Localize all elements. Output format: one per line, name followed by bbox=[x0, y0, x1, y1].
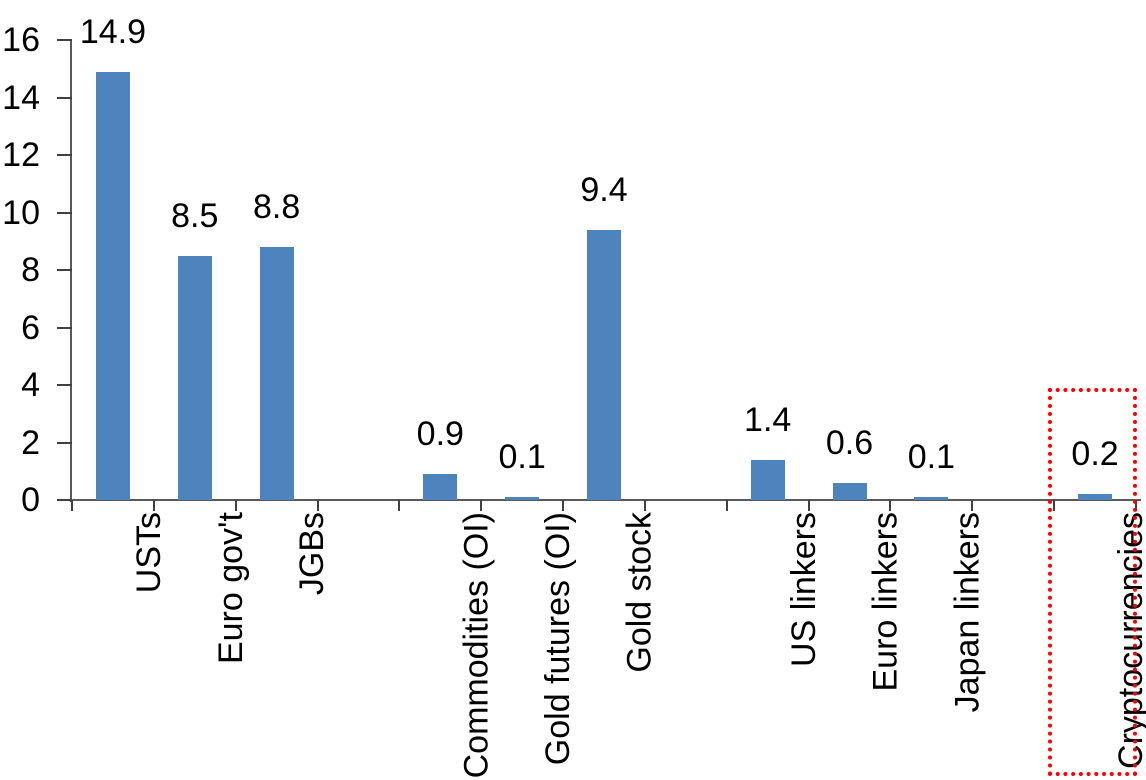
x-axis-tick bbox=[643, 500, 646, 511]
bar-us-linkers bbox=[750, 459, 785, 500]
y-axis-tick-label: 4 bbox=[21, 366, 40, 404]
x-axis-line bbox=[70, 499, 1141, 501]
category-label-text: Euro linkers bbox=[866, 512, 905, 692]
x-axis-tick bbox=[480, 500, 483, 511]
y-axis-tick-label: 14 bbox=[2, 78, 40, 117]
bar-gold-futures-oi bbox=[505, 497, 540, 500]
y-axis-tick bbox=[57, 269, 72, 271]
x-axis-tick bbox=[725, 500, 728, 511]
x-axis-tick bbox=[398, 500, 401, 511]
bar-value-label-gold-stock: 9.4 bbox=[580, 170, 628, 209]
bar-usts bbox=[95, 71, 130, 500]
y-axis-tick-label: 8 bbox=[21, 251, 40, 289]
bar-value-label-us-linkers: 1.4 bbox=[744, 400, 792, 439]
bar-value-label-cryptocurrencies: 0.2 bbox=[1071, 435, 1119, 474]
x-axis-tick bbox=[316, 500, 319, 511]
y-axis-tick-label: 16 bbox=[2, 21, 40, 59]
y-axis-tick-label: 0 bbox=[21, 481, 40, 519]
x-axis-tick bbox=[889, 500, 892, 511]
bar-value-label-jgbs: 8.8 bbox=[252, 188, 301, 226]
y-axis-tick bbox=[57, 154, 72, 156]
category-label-text: Japan linkers bbox=[948, 512, 987, 713]
bar-value-label-usts: 14.9 bbox=[79, 12, 147, 51]
y-axis-tick bbox=[57, 499, 72, 501]
category-label-text: Euro gov't bbox=[211, 512, 250, 665]
x-axis-tick bbox=[562, 500, 565, 511]
y-axis-tick bbox=[57, 441, 72, 444]
category-label-text: JGBs bbox=[293, 512, 332, 596]
x-axis-tick bbox=[152, 500, 155, 511]
bar-jgbs bbox=[259, 247, 294, 500]
bar-value-label-euro-linkers: 0.6 bbox=[825, 423, 874, 462]
bar-euro-gov-t bbox=[177, 255, 212, 500]
bar-value-label-gold-futures-oi: 0.1 bbox=[498, 438, 546, 477]
y-axis-tick bbox=[57, 384, 72, 386]
category-label-text: USTs bbox=[129, 512, 168, 594]
bar-value-label-euro-gov-t: 8.5 bbox=[171, 196, 219, 235]
category-label-text: Commodities (OI) bbox=[457, 512, 496, 779]
highlight-box-cryptocurrencies bbox=[1048, 388, 1137, 776]
y-axis-tick bbox=[57, 211, 72, 214]
x-axis-tick bbox=[807, 500, 810, 511]
bar-japan-linkers bbox=[914, 497, 949, 500]
x-axis-tick bbox=[71, 500, 73, 511]
y-axis-tick bbox=[57, 39, 72, 41]
category-label-text: Gold stock bbox=[621, 512, 659, 673]
bar-euro-linkers bbox=[832, 482, 867, 500]
category-label-text: Gold futures (OI) bbox=[539, 512, 578, 766]
x-axis-tick bbox=[1053, 500, 1056, 511]
y-axis-line bbox=[70, 40, 72, 502]
y-axis-tick-label: 2 bbox=[21, 423, 40, 462]
bar-gold-stock bbox=[587, 229, 621, 500]
x-axis-tick bbox=[971, 500, 974, 511]
y-axis-tick bbox=[57, 96, 72, 99]
y-axis-tick-label: 6 bbox=[21, 308, 40, 347]
x-axis-tick bbox=[234, 500, 237, 511]
y-axis-tick bbox=[57, 326, 72, 329]
bar-commodities-oi bbox=[423, 474, 458, 500]
bar-value-label-commodities-oi: 0.9 bbox=[416, 415, 464, 454]
y-axis-tick-label: 10 bbox=[2, 193, 40, 232]
y-axis-tick-label: 12 bbox=[2, 136, 40, 174]
category-label-text: US linkers bbox=[784, 512, 823, 667]
bar-cryptocurrencies bbox=[1078, 494, 1113, 500]
bar-value-label-japan-linkers: 0.1 bbox=[907, 438, 955, 477]
